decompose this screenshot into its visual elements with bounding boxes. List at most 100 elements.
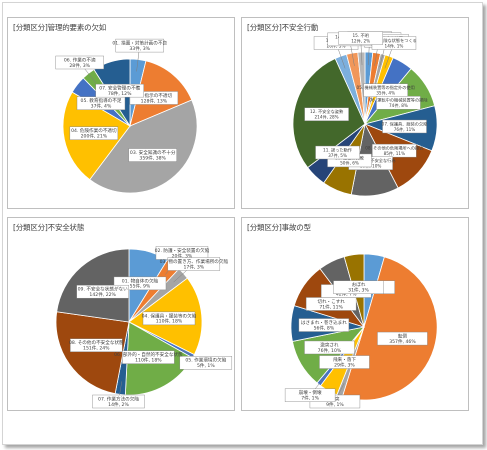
data-label-box [167, 257, 221, 271]
data-label-box [372, 143, 417, 158]
data-label: 04. 危険作業の不適切 [71, 127, 117, 134]
data-label: 01. 物自体の欠陥 [122, 277, 159, 284]
data-value-label: 14件, 2% [108, 401, 129, 408]
data-label-box [298, 318, 350, 332]
data-value-label: 128件, 13% [141, 97, 168, 104]
data-value-label: 29件, 3% [334, 361, 355, 368]
data-label-box [284, 388, 336, 402]
data-label-box [333, 280, 384, 294]
data-value-label: 71件, 11% [319, 303, 343, 310]
data-label-box [92, 394, 145, 409]
data-label: 激突され [320, 341, 339, 348]
chart-title: [分類区分]事故の型 [247, 223, 311, 232]
data-value-label: 20件, 3% [172, 252, 193, 259]
data-label: 06. 部外的・自然的不安全な状態 [114, 351, 183, 358]
data-label: 05. 作業環境の欠陥 [185, 357, 226, 364]
data-label: 07. 保護具、服装の欠陥 [382, 120, 428, 127]
data-value-label: 78件, 12% [108, 90, 132, 97]
data-value-label: 76件, 10% [318, 347, 342, 354]
data-value-label: 357件, 46% [389, 338, 416, 345]
chart-sheet: [分類区分]管理的要素の欠如 01. 措置・対策計画の不良 33件, 3% 02. … [2, 2, 483, 445]
data-value-label: 76件, 11% [394, 126, 416, 133]
data-value-label: 35件, 4% [376, 90, 395, 97]
data-label-box [377, 331, 428, 346]
chart-panel-unsafe-acts: [分類区分]不安全行動 01. 防護・安全装置の無効化13件, 1%02. 安全… [241, 17, 469, 209]
data-label: 03. 安全知識の不十分 [130, 149, 176, 156]
data-value-label: 359件, 38% [139, 154, 166, 161]
data-label: 02. 防護・安全装置の欠陥 [155, 247, 210, 254]
data-label-box [376, 96, 421, 110]
data-label: 03. 物の置き方、作業場所の欠陥 [160, 258, 229, 265]
data-label: 08. その他の危険場所への接近 [365, 145, 424, 152]
data-label-box [179, 356, 233, 370]
pie-slice [55, 311, 130, 395]
chart-title: [分類区分]管理的要素の欠如 [13, 23, 107, 32]
data-value-label: 214件, 28% [315, 114, 339, 121]
data-value-label: 14件, 1% [385, 42, 404, 49]
chart-title: [分類区分]不安全状態 [13, 223, 85, 232]
data-label: 05. 機械装置等の指定外の使用 [357, 84, 415, 91]
data-label-box [315, 145, 360, 160]
data-label: 15. 不明 [352, 33, 368, 39]
data-label-box [115, 38, 164, 53]
data-label: 04. 保護具・服装等の欠陥 [142, 312, 197, 319]
data-value-label: 74件, 8% [389, 102, 408, 109]
data-label-box [70, 338, 123, 353]
data-label: 02. 指示の不適切 [136, 92, 173, 99]
data-value-label: 200件, 21% [81, 133, 108, 140]
data-label: 06. 運転中の機械装置等の掃除 [369, 97, 428, 104]
data-label-box [69, 126, 119, 140]
data-value-label: 37件, 4% [91, 103, 112, 110]
data-value-label: 110件, 18% [156, 318, 183, 325]
data-value-label: 5件, 1% [197, 362, 215, 369]
data-label-box [95, 83, 144, 98]
data-value-label: 85件, 11% [384, 150, 406, 157]
data-value-label: 17件, 3% [184, 263, 205, 270]
data-value-label: 151件, 24% [83, 345, 110, 352]
data-value-label: 55件, 9% [130, 283, 151, 290]
data-label: 09. 不安全な状態がない [78, 286, 129, 293]
data-label-box [319, 355, 370, 369]
chart-title: [分類区分]不安全行動 [247, 23, 319, 32]
data-label-box [55, 55, 104, 70]
data-value-label: 28件, 3% [69, 62, 90, 69]
data-value-label: 142件, 22% [89, 291, 116, 298]
data-label: 転倒 [398, 332, 408, 339]
data-label-box [304, 107, 349, 122]
data-value-label: 33件, 3% [129, 45, 150, 52]
data-label: 04. 危険な状態をつくる [371, 37, 417, 44]
data-value-label: 37件, 5% [328, 152, 347, 159]
data-value-label: 56件, 8% [314, 324, 335, 331]
data-label-box [122, 350, 175, 364]
pie-slice [89, 99, 198, 194]
chart-panel-unsafe-conditions: [分類区分]不安全状態 01. 物自体の欠陥 55件, 9% 02. 防護・安全装置… [7, 217, 235, 411]
pie-chart-unsafe-acts: 01. 防護・安全装置の無効化13件, 1%02. 安全措置の不履行13件, 1… [292, 31, 438, 197]
data-label: 飛来・落下 [333, 356, 356, 363]
data-label: 08. その他の不安全な状態 [69, 339, 124, 346]
data-value-label: 7件, 1% [301, 395, 319, 402]
data-label: 12. 不安全な姿勢 [310, 108, 344, 115]
data-value-label: 12件, 2% [351, 37, 370, 44]
data-label: 切れ・こすれ [317, 298, 345, 305]
data-label: 01. 措置・対策計画の不良 [112, 39, 167, 46]
data-label: 07. 作業方法の欠陥 [98, 395, 139, 402]
data-label: 崩壊・倒壊 [299, 389, 322, 396]
data-label: おぼれ [352, 281, 366, 288]
data-value-label: 9件, 1% [326, 401, 344, 408]
data-label-box [382, 119, 427, 134]
data-label: 07. 安全管理の不備 [99, 85, 140, 92]
data-label-box [338, 31, 383, 45]
data-label: 05. 教育指導の不足 [81, 97, 122, 104]
data-label-box [76, 284, 129, 299]
data-value-label: 110件, 18% [135, 356, 162, 363]
data-label: はさまれ・巻き込まれ [301, 319, 347, 326]
data-label-box [142, 311, 196, 326]
data-label: 11. 誤った動作 [323, 146, 353, 153]
data-value-label: 50件, 6% [340, 160, 359, 167]
data-label-box [128, 148, 177, 162]
data-label-box [304, 340, 355, 355]
